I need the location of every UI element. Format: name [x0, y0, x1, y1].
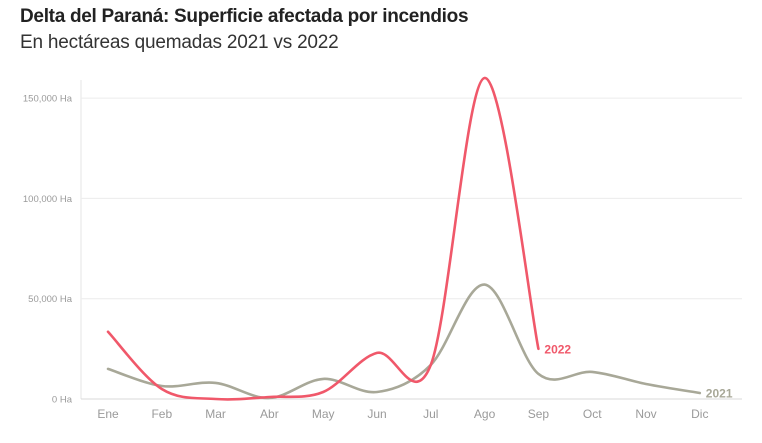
- chart-title: Delta del Paraná: Superficie afectada po…: [20, 6, 469, 27]
- x-tick-label: Dic: [691, 407, 708, 421]
- y-axis: 0 Ha 50,000 Ha 100,000 Ha 150,000 Ha: [23, 94, 73, 406]
- x-tick-label: May: [312, 407, 335, 421]
- series-line-2022: [106, 76, 540, 401]
- x-tick-label: Jul: [423, 407, 438, 421]
- x-axis: Ene Feb Mar Abr May Jun Jul Ago Sep Oct Nov Dic: [97, 407, 708, 421]
- x-tick-label: Feb: [151, 407, 172, 421]
- series-lines: [106, 76, 702, 401]
- series-label-2022: 2022: [544, 342, 571, 356]
- y-tick-label: 50,000 Ha: [28, 294, 73, 305]
- x-tick-label: Ene: [97, 407, 119, 421]
- x-tick-label: Oct: [583, 407, 602, 421]
- x-tick-label: Mar: [205, 407, 226, 421]
- series-line-2021: [106, 283, 702, 400]
- y-tick-label: 0 Ha: [52, 395, 73, 406]
- x-tick-label: Abr: [260, 407, 279, 421]
- x-tick-label: Ago: [474, 407, 496, 421]
- series-label-2021: 2021: [706, 386, 733, 400]
- chart-subtitle: En hectáreas quemadas 2021 vs 2022: [20, 32, 339, 53]
- series-labels: 2021 2022: [544, 342, 732, 400]
- y-tick-label: 150,000 Ha: [23, 94, 73, 105]
- y-tick-label: 100,000 Ha: [23, 194, 73, 205]
- x-tick-label: Sep: [528, 407, 550, 421]
- grid-lines: [80, 80, 742, 400]
- x-tick-label: Jun: [367, 407, 386, 421]
- x-tick-label: Nov: [635, 407, 656, 421]
